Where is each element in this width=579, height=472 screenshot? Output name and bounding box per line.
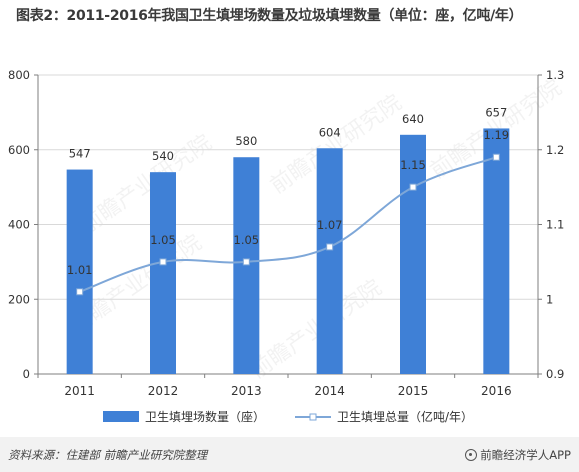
line-value-label: 1.01 [67,263,93,277]
right-tick-label: 1.1 [546,218,564,232]
bar-value-label: 657 [485,105,507,119]
line-point [76,288,84,296]
legend-bar-label: 卫生填埋场数量（座） [145,409,265,424]
line-value-label: 1.15 [400,158,426,172]
bar [400,134,426,374]
line-value-label: 1.05 [150,233,176,247]
right-tick-label: 0.9 [546,367,564,381]
bar-value-label: 580 [235,134,257,148]
left-tick-label: 0 [23,367,30,381]
watermark: 前瞻产业研究院 [246,275,387,384]
chart-title: 图表2：2011-2016年我国卫生填埋场数量及垃圾填埋数量（单位：座，亿吨/年… [16,8,523,24]
line-point [409,183,417,191]
x-tick-label: 2012 [148,384,179,398]
x-tick-label: 2011 [64,384,95,398]
line-point [159,258,167,266]
bar [316,148,343,374]
bar-value-label: 640 [402,112,424,126]
bar-value-label: 547 [69,147,91,161]
line-point [242,258,250,266]
bar-value-label: 540 [152,149,174,163]
legend-bar-swatch [103,411,139,422]
brand-label: 前瞻经济学人APP [465,447,571,463]
x-tick-label: 2015 [398,384,429,398]
brand-logo-icon [465,449,478,461]
source-note: 资料来源：住建部 前瞻产业研究院整理 [8,448,208,462]
line-value-label: 1.07 [317,218,343,232]
brand-text: 前瞻经济学人APP [480,448,571,462]
legend-line-marker [309,413,317,421]
line-value-label: 1.19 [484,128,510,142]
line-value-label: 1.05 [234,233,260,247]
bar [483,128,510,374]
watermark: 前瞻产业研究院 [76,130,217,239]
line-series [79,156,497,293]
x-tick-label: 2016 [481,384,512,398]
legend-line-label: 卫生填埋总量（亿吨/年） [337,409,473,424]
left-tick-label: 400 [8,218,30,232]
left-tick-label: 200 [8,292,30,306]
left-tick-label: 800 [8,68,30,82]
line-point [326,243,334,251]
bar [66,169,93,374]
line-point [492,153,500,161]
footer: 资料来源：住建部 前瞻产业研究院整理 前瞻经济学人APP [0,437,579,472]
x-tick-label: 2013 [231,384,262,398]
right-tick-label: 1.2 [546,143,564,157]
left-tick-label: 600 [8,143,30,157]
right-tick-label: 1.3 [546,68,564,82]
bar [233,157,260,374]
bar-value-label: 604 [319,125,341,139]
x-tick-label: 2014 [314,384,345,398]
right-tick-label: 1 [546,292,553,306]
bar [150,172,176,374]
